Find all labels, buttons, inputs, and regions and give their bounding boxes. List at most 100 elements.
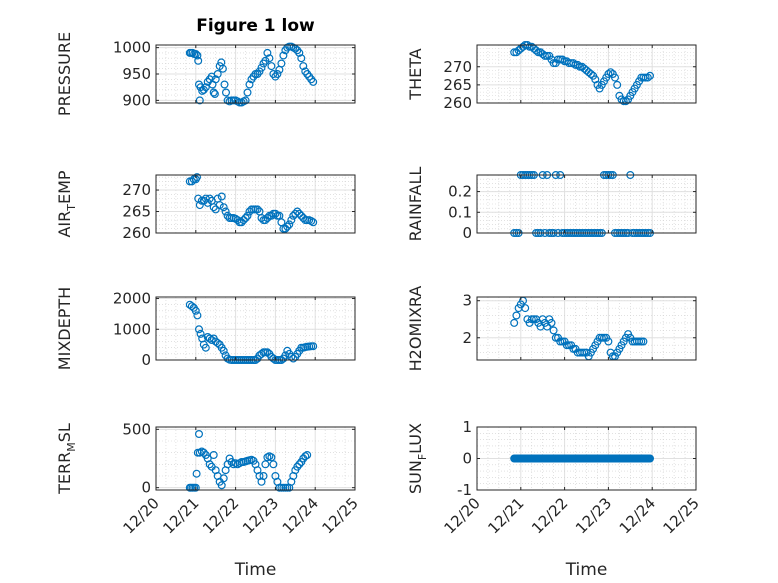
data-point: [621, 97, 630, 106]
data-point: [193, 311, 202, 320]
y-tick-label: 270: [122, 181, 151, 199]
y-tick-label: 0: [141, 479, 151, 497]
data-point: [277, 59, 286, 68]
y-axis-label: SUNFLUX: [406, 423, 429, 494]
y-tick-label: 1000: [113, 39, 151, 57]
subplot-4: 0 0.1 0.2 RAINFALL: [406, 167, 697, 242]
data-point: [295, 460, 304, 469]
subplot-3: 260 265 270 AIRTEMP: [55, 170, 356, 242]
data-point: [201, 83, 210, 92]
data-point: [307, 217, 316, 226]
data-point: [195, 201, 204, 210]
data-point: [195, 96, 204, 105]
data-point: [193, 51, 202, 60]
x-tick-label: 12/23: [572, 494, 615, 537]
data-point: [209, 88, 218, 97]
x-axis-label: Time: [234, 560, 277, 580]
data-point: [219, 474, 228, 483]
data-point: [510, 318, 519, 327]
subplot-5: 0 1000 2000 MIXDEPTH: [55, 287, 356, 370]
data-point: [597, 333, 606, 342]
data-point: [643, 73, 652, 82]
data-point: [213, 339, 222, 348]
data-point: [297, 211, 306, 220]
data-point: [532, 46, 541, 55]
data-point: [191, 483, 200, 492]
data-point: [263, 348, 272, 357]
data-point: [263, 214, 272, 223]
data-point: [283, 222, 292, 231]
subplot-8: -1 0 1 12/20 12/21 12/22 12/23 12/24 12/25 Time SU…: [406, 418, 703, 580]
axes-box: [476, 174, 697, 234]
y-tick-label: 270: [443, 58, 472, 76]
x-tick-label: 12/20: [441, 494, 484, 537]
data-point: [217, 192, 226, 201]
data-point: [285, 220, 294, 229]
y-tick-label: 3: [462, 292, 472, 310]
data-point: [219, 203, 228, 212]
y-tick-label: 260: [122, 224, 151, 242]
axes-box: [155, 296, 356, 361]
data-point: [297, 54, 306, 63]
data-point: [534, 48, 543, 57]
y-tick-label: 1000: [113, 320, 151, 338]
x-tick-label: 12/24: [616, 494, 659, 537]
chart-title: Figure 1 low: [196, 16, 315, 36]
x-tick-label: 12/25: [660, 494, 703, 537]
data-point: [604, 337, 613, 346]
y-tick-label: 265: [122, 203, 151, 221]
y-tick-label: 265: [443, 76, 472, 94]
y-tick-label: -1: [457, 481, 472, 499]
data-point: [207, 336, 216, 345]
data-point: [271, 209, 280, 218]
data-point: [261, 460, 270, 469]
y-axis-label: THETA: [406, 48, 425, 100]
data-point: [301, 452, 310, 461]
data-point: [604, 69, 613, 78]
data-point: [253, 205, 262, 214]
data-point: [211, 75, 220, 84]
x-tick-label: 12/23: [239, 494, 282, 537]
data-point: [219, 346, 228, 355]
data-point: [191, 49, 200, 58]
data-point: [222, 88, 231, 97]
data-point: [211, 205, 220, 214]
data-point: [243, 88, 252, 97]
data-point: [281, 351, 290, 360]
data-point: [243, 211, 252, 220]
data-point: [569, 59, 578, 68]
data-point: [289, 354, 298, 363]
data-point: [187, 177, 196, 186]
x-tick-label: 12/21: [484, 494, 527, 537]
data-point: [549, 326, 558, 335]
axes-box: [155, 426, 356, 491]
data-point: [245, 80, 254, 89]
data-point: [239, 216, 248, 225]
data-point: [267, 211, 276, 220]
x-tick-label: 12/20: [120, 494, 163, 537]
data-point: [221, 207, 230, 216]
y-tick-label: 900: [122, 91, 151, 109]
x-tick-label: 12/22: [199, 494, 242, 537]
data-point: [586, 69, 595, 78]
data-point: [606, 68, 615, 77]
y-tick-label: 950: [122, 65, 151, 83]
data-point: [205, 334, 214, 343]
subplot-6: 2 3 H2OMIXRA: [406, 286, 697, 371]
data-point: [210, 89, 219, 98]
data-point: [547, 318, 556, 327]
data-point: [295, 48, 304, 57]
data-point: [196, 329, 205, 338]
data-point: [619, 97, 628, 106]
data-point: [195, 325, 204, 334]
data-series: [185, 42, 318, 107]
data-point: [193, 173, 202, 182]
data-point: [287, 216, 296, 225]
y-tick-label: 0.1: [448, 203, 472, 221]
data-point: [303, 451, 312, 460]
data-point: [237, 218, 246, 227]
data-point: [635, 337, 644, 346]
